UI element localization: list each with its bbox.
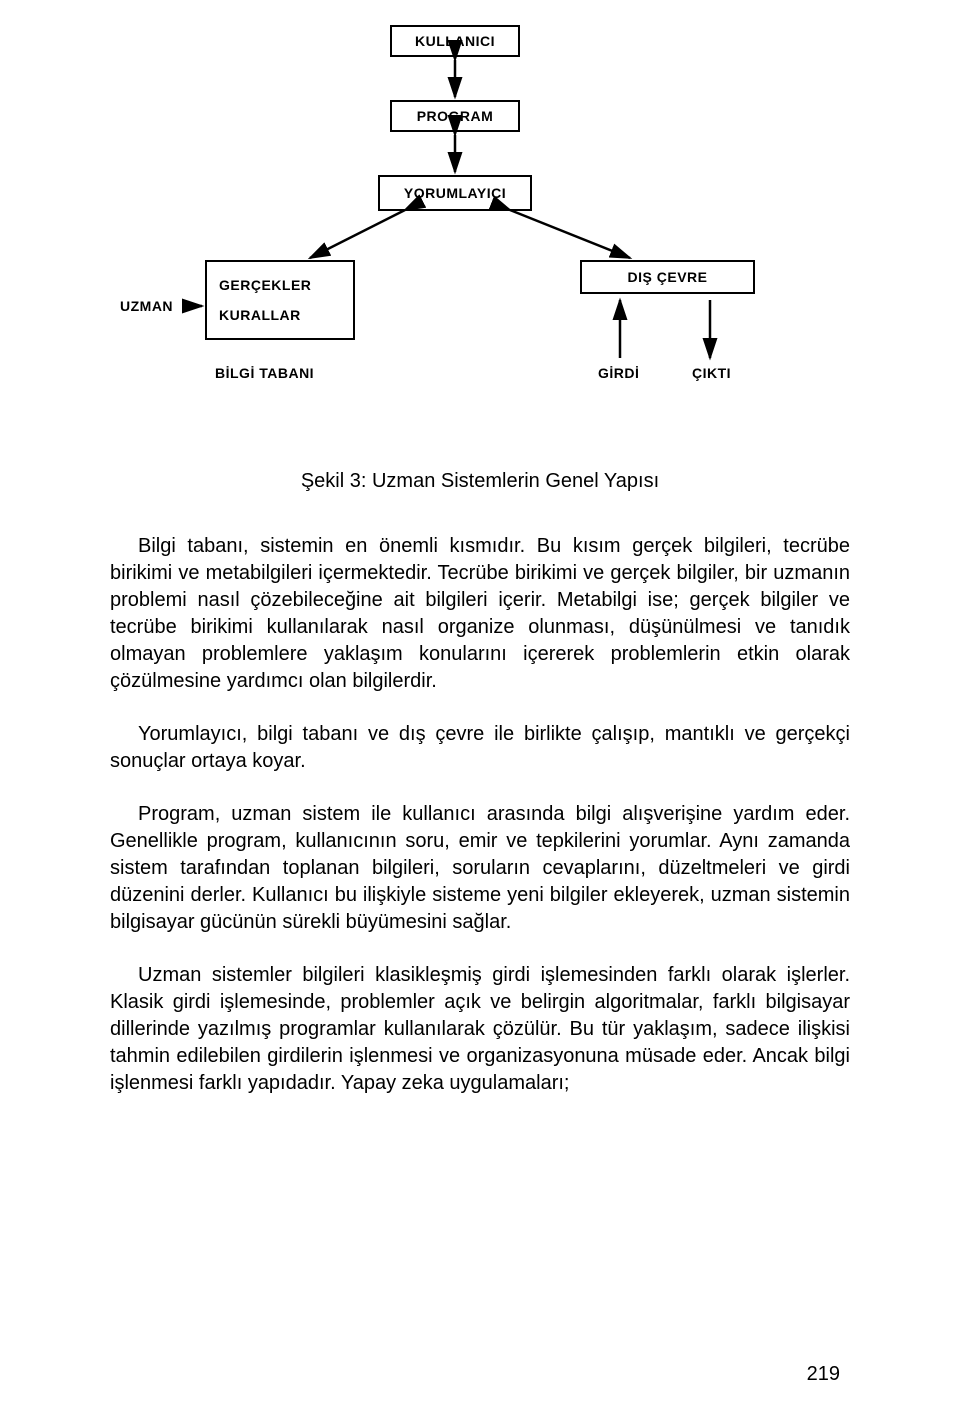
paragraph-1: Bilgi tabanı, sistemin en önemli kısmıdı…: [110, 533, 850, 695]
paragraph-4: Uzman sistemler bilgileri klasikleşmiş g…: [110, 962, 850, 1097]
page-number: 219: [807, 1363, 840, 1386]
paragraph-2: Yorumlayıcı, bilgi tabanı ve dış çevre i…: [110, 721, 850, 775]
label-girdi: GİRDİ: [598, 365, 639, 381]
node-kurallar: KURALLAR: [219, 307, 341, 323]
label-cikti: ÇIKTI: [692, 365, 731, 381]
node-dis-cevre: DIŞ ÇEVRE: [580, 260, 755, 294]
label-bilgi-tabani: BİLGİ TABANI: [215, 365, 314, 381]
label-uzman: UZMAN: [120, 298, 173, 314]
body-text: Bilgi tabanı, sistemin en önemli kısmıdı…: [110, 533, 850, 1097]
node-program: PROGRAM: [390, 100, 520, 132]
node-bilgi-tabani-box: GERÇEKLER KURALLAR: [205, 260, 355, 340]
figure-caption: Şekil 3: Uzman Sistemlerin Genel Yapısı: [110, 470, 850, 493]
expert-system-diagram: KULLANICI PROGRAM YORUMLAYICI GERÇEKLER …: [110, 20, 850, 440]
node-yorumlayici: YORUMLAYICI: [378, 175, 532, 211]
paragraph-3: Program, uzman sistem ile kullanıcı aras…: [110, 801, 850, 936]
node-kullanici: KULLANICI: [390, 25, 520, 57]
node-gercekler: GERÇEKLER: [219, 277, 341, 293]
